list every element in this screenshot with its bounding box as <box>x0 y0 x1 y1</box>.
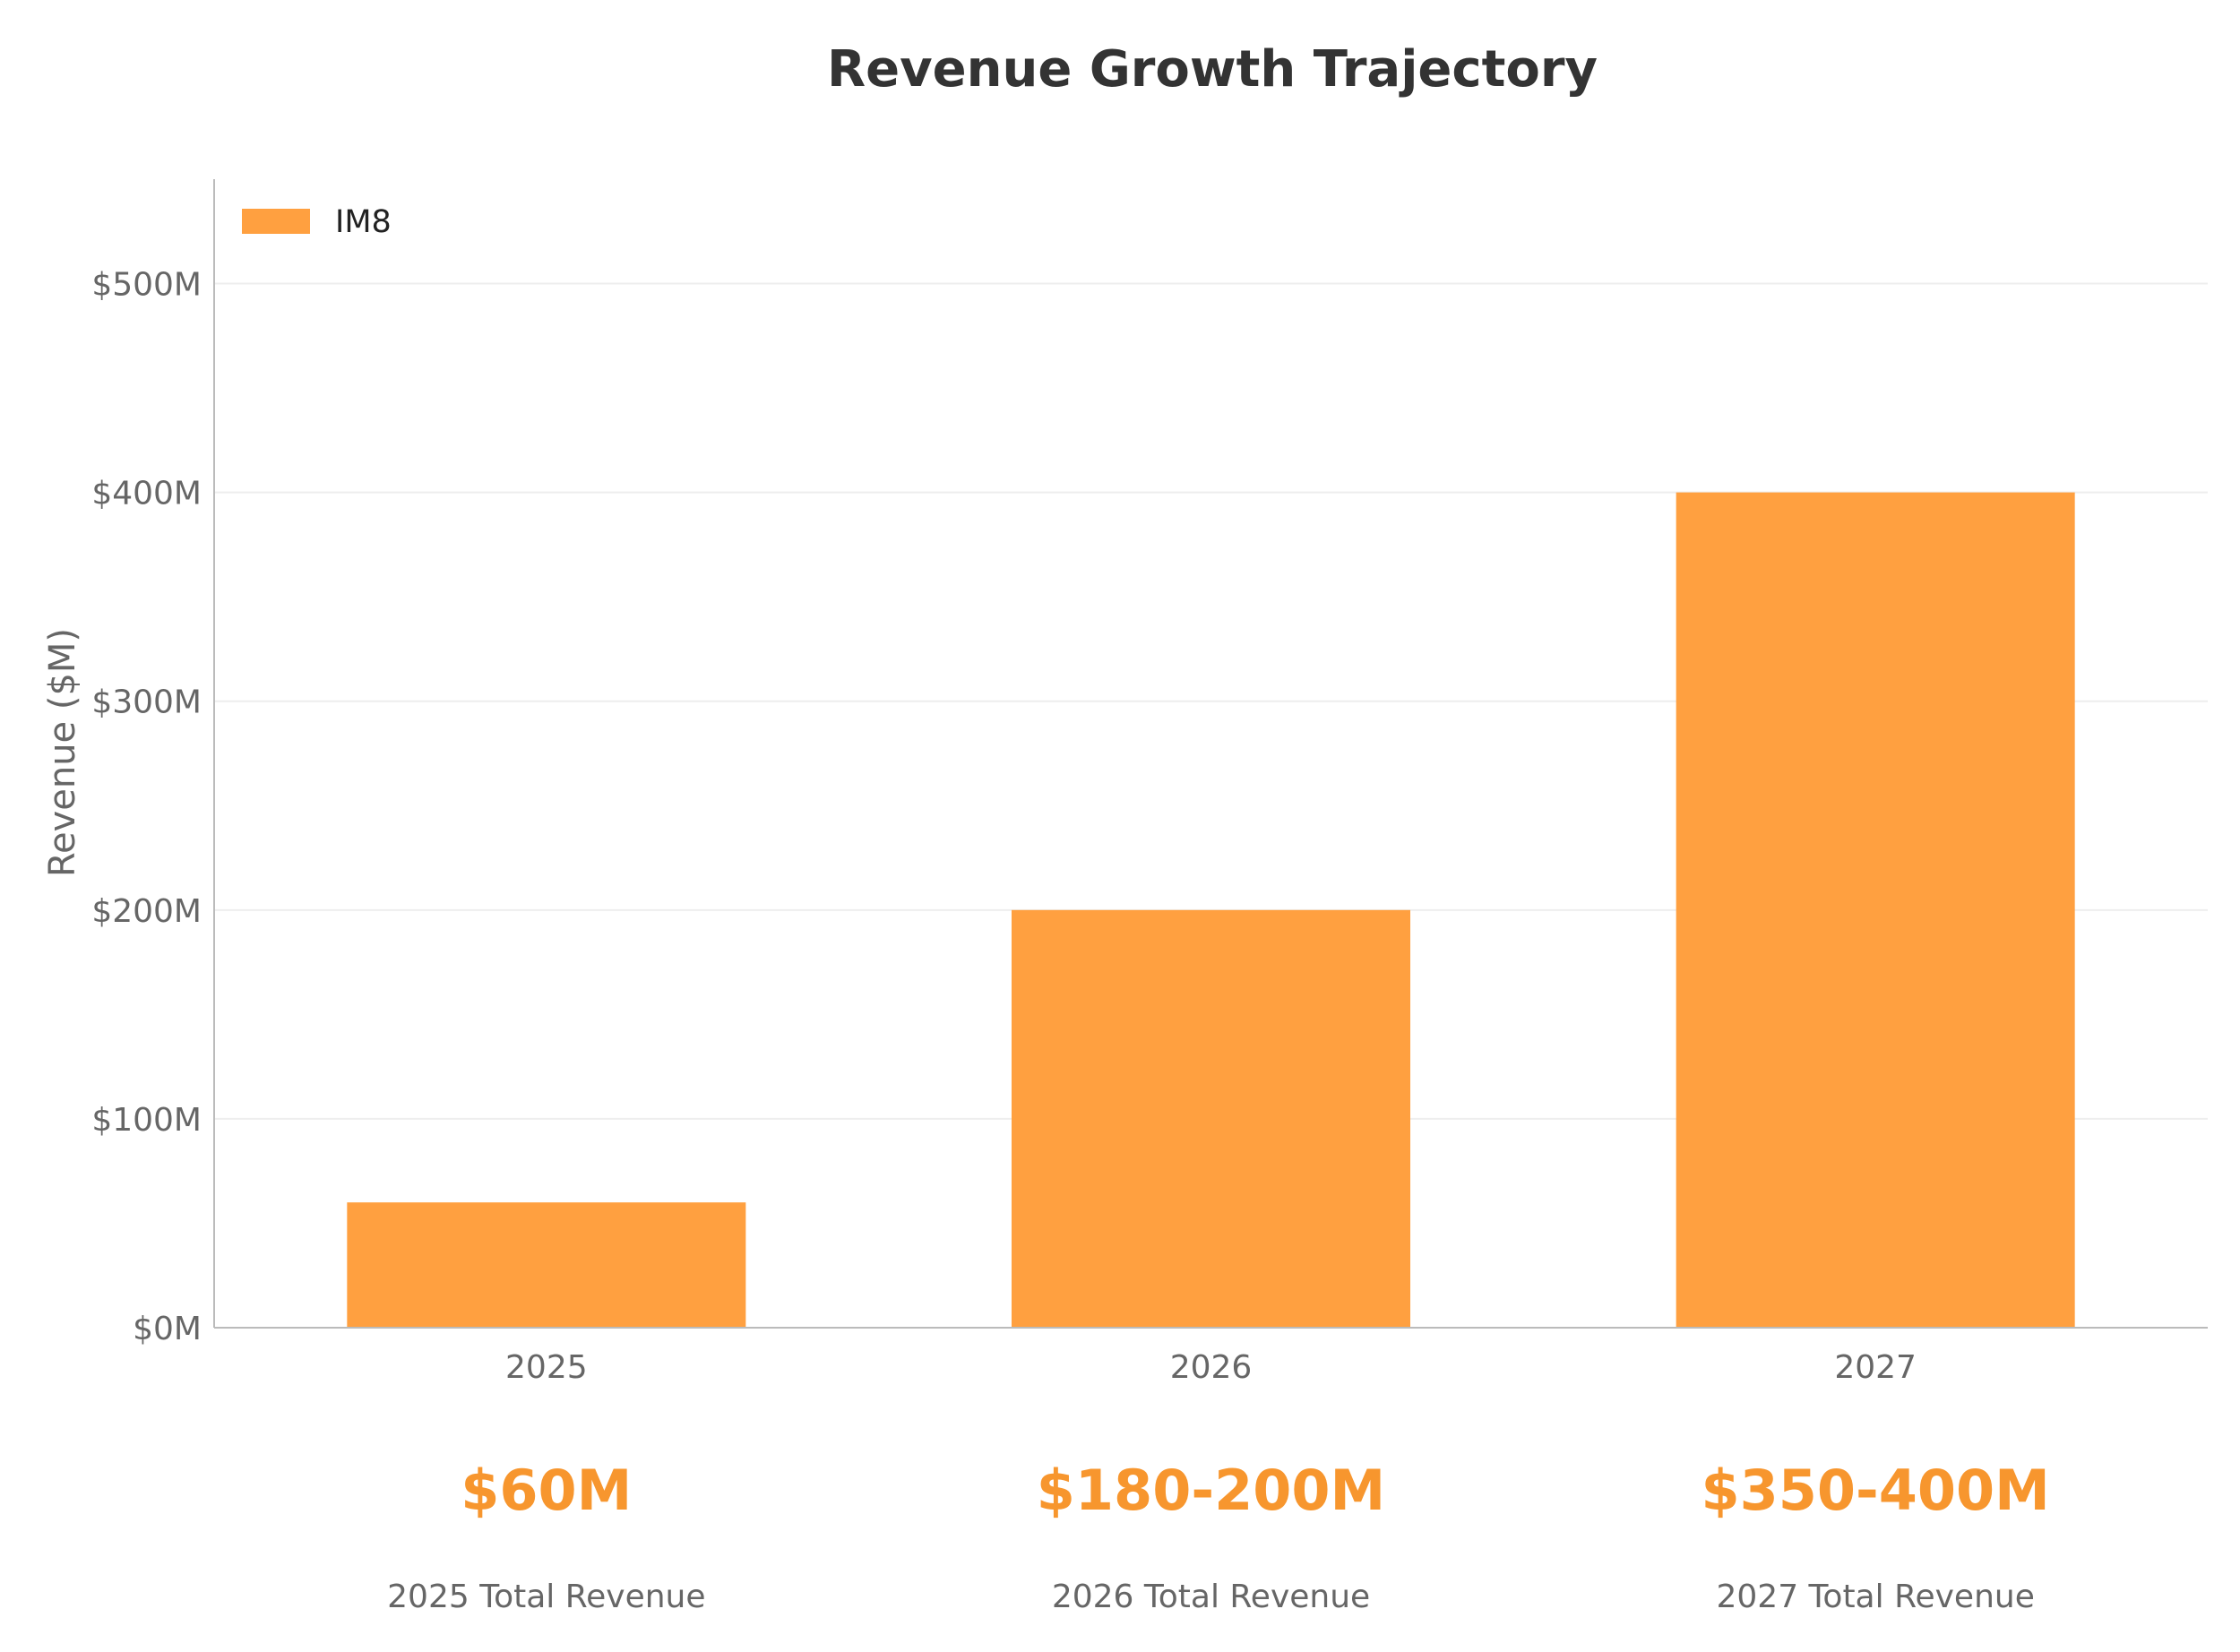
summary-value: $180-200M <box>1037 1458 1385 1523</box>
y-axis-label: Revenue ($M) <box>42 628 83 877</box>
legend[interactable]: IM8 <box>242 204 392 240</box>
summary-caption: 2027 Total Revenue <box>1716 1579 2034 1615</box>
y-tick-label: $300M <box>91 684 202 721</box>
legend-swatch <box>242 209 310 234</box>
summary-cards: $60M 2025 Total Revenue $180-200M 2026 Tota… <box>387 1458 2050 1615</box>
y-tick-label: $0M <box>133 1311 202 1347</box>
y-tick-label: $200M <box>91 893 202 930</box>
y-tick-label: $500M <box>91 267 202 304</box>
x-tick-labels: 2025 2026 2027 <box>505 1349 1917 1386</box>
x-tick-label: 2025 <box>505 1349 588 1386</box>
summary-caption: 2026 Total Revenue <box>1052 1579 1370 1615</box>
legend-label: IM8 <box>335 204 392 240</box>
summary-card: $60M 2025 Total Revenue <box>387 1458 705 1615</box>
summary-card: $350-400M 2027 Total Revenue <box>1701 1458 2049 1615</box>
x-tick-label: 2026 <box>1170 1349 1253 1386</box>
bar-2027[interactable] <box>1676 492 2075 1328</box>
y-tick-label: $400M <box>91 476 202 512</box>
bars <box>347 492 2075 1328</box>
summary-value: $350-400M <box>1701 1458 2049 1523</box>
bar-2025[interactable] <box>347 1202 746 1328</box>
y-tick-labels: $0M $100M $200M $300M $400M $500M <box>91 267 202 1347</box>
x-tick-label: 2027 <box>1834 1349 1917 1386</box>
chart-title: Revenue Growth Trajectory <box>827 40 1598 99</box>
bar-2026[interactable] <box>1012 909 1410 1328</box>
summary-caption: 2025 Total Revenue <box>387 1579 705 1615</box>
summary-card: $180-200M 2026 Total Revenue <box>1037 1458 1385 1615</box>
y-tick-label: $100M <box>91 1102 202 1139</box>
summary-value: $60M <box>461 1458 632 1523</box>
